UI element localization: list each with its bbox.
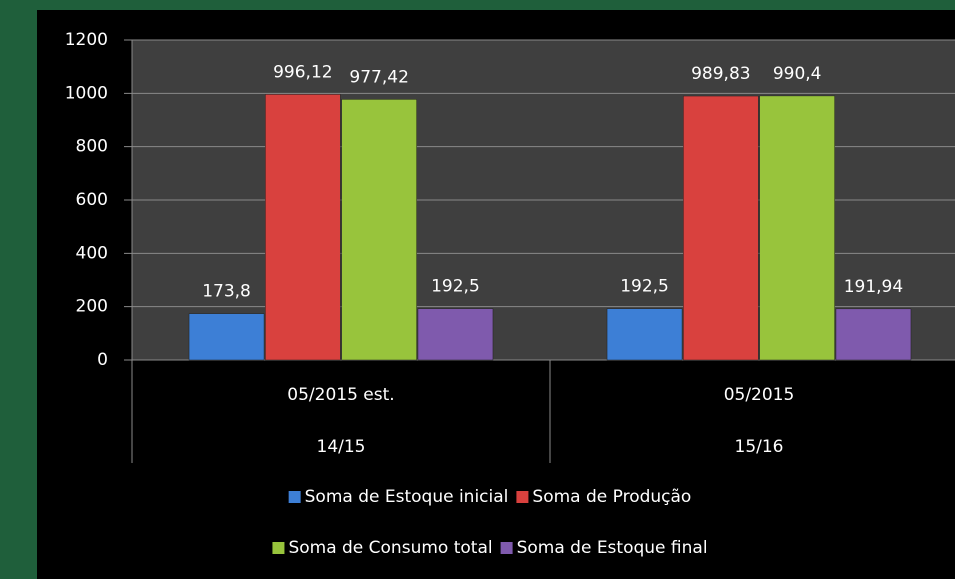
legend-swatch: [516, 491, 529, 503]
legend-label: Soma de Consumo total: [288, 538, 492, 558]
y-tick-label: 1200: [65, 30, 108, 50]
bar: [265, 94, 341, 361]
data-label: 996,12: [273, 62, 332, 82]
bar: [759, 95, 835, 361]
data-label: 173,8: [202, 282, 251, 302]
bar: [606, 308, 683, 361]
y-tick-label: 800: [76, 137, 108, 157]
y-tick-label: 600: [76, 190, 108, 210]
y-tick-label: 200: [76, 297, 108, 317]
data-label: 192,5: [620, 277, 669, 297]
legend-label: Soma de Estoque final: [517, 538, 708, 558]
legend-swatch: [272, 542, 285, 554]
data-label: 989,83: [691, 64, 750, 84]
data-label: 990,4: [773, 64, 822, 84]
bar: [683, 95, 759, 361]
x-tick-label: 05/2015 est.: [287, 385, 394, 405]
y-tick-label: 1000: [65, 83, 108, 103]
legend-label: Soma de Produção: [532, 487, 691, 507]
y-tick-label: 400: [76, 243, 108, 263]
bar: [417, 308, 494, 361]
x-group-label: 15/16: [735, 437, 784, 457]
legend-label: Soma de Estoque inicial: [305, 487, 509, 507]
y-tick-label: 0: [97, 350, 108, 370]
bar: [341, 99, 417, 361]
x-tick-label: 05/2015: [724, 385, 795, 405]
bar: [188, 313, 265, 361]
data-label: 191,94: [844, 277, 903, 297]
data-label: 192,5: [431, 277, 480, 297]
legend-swatch: [500, 542, 513, 554]
x-group-label: 14/15: [317, 437, 366, 457]
bar: [835, 308, 912, 361]
legend-swatch: [288, 491, 301, 503]
data-label: 977,42: [349, 67, 408, 87]
